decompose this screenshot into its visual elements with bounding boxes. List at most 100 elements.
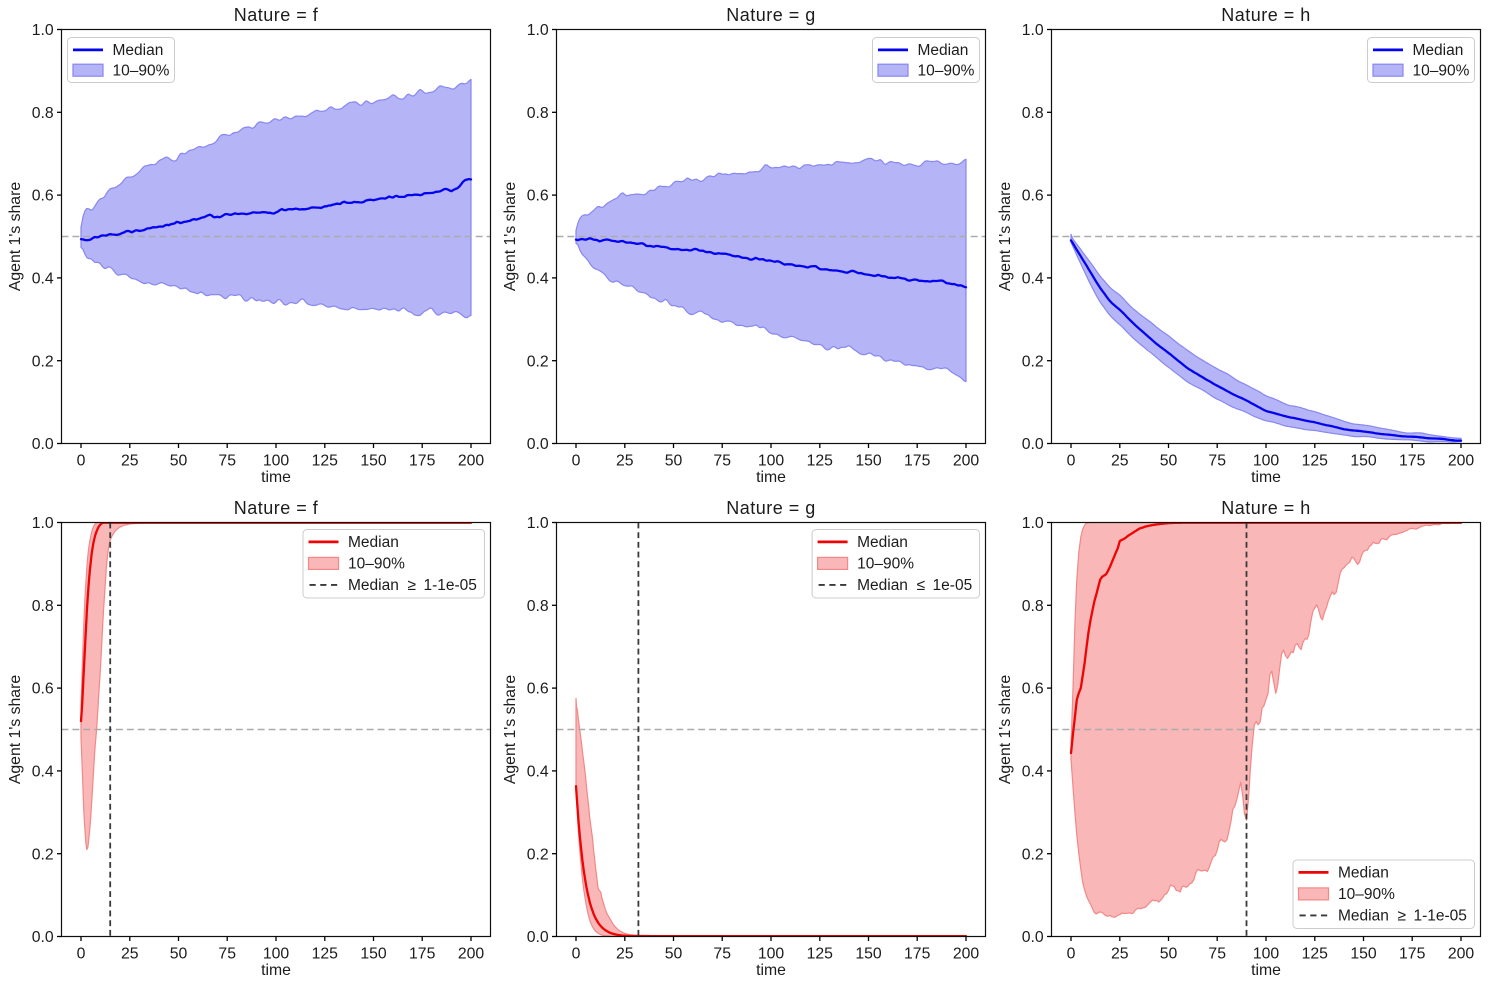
svg-text:25: 25 — [121, 945, 139, 962]
svg-text:0.6: 0.6 — [1022, 188, 1044, 205]
svg-text:Median: Median — [857, 534, 908, 551]
svg-text:200: 200 — [953, 945, 980, 962]
svg-text:125: 125 — [312, 452, 339, 469]
svg-text:0.6: 0.6 — [32, 681, 54, 698]
svg-text:0.8: 0.8 — [1022, 598, 1044, 615]
svg-text:0.8: 0.8 — [527, 105, 549, 122]
svg-text:175: 175 — [904, 452, 931, 469]
svg-text:150: 150 — [855, 945, 882, 962]
svg-text:50: 50 — [170, 945, 188, 962]
svg-text:0.2: 0.2 — [1022, 846, 1044, 863]
svg-text:75: 75 — [713, 452, 731, 469]
svg-text:Median: Median — [348, 534, 399, 551]
svg-text:200: 200 — [953, 452, 980, 469]
svg-text:125: 125 — [312, 945, 339, 962]
svg-text:75: 75 — [713, 945, 731, 962]
svg-text:0.6: 0.6 — [32, 188, 54, 205]
svg-text:50: 50 — [170, 452, 188, 469]
svg-text:time: time — [261, 962, 291, 979]
svg-text:200: 200 — [1448, 452, 1475, 469]
svg-text:0.6: 0.6 — [527, 188, 549, 205]
svg-text:200: 200 — [458, 452, 485, 469]
svg-text:175: 175 — [904, 945, 931, 962]
svg-text:0.4: 0.4 — [527, 271, 549, 288]
svg-text:75: 75 — [218, 945, 236, 962]
svg-text:time: time — [1251, 962, 1281, 979]
svg-text:10–90%: 10–90% — [1413, 62, 1470, 79]
svg-text:100: 100 — [263, 452, 290, 469]
svg-text:0.2: 0.2 — [1022, 353, 1044, 370]
svg-text:25: 25 — [616, 452, 634, 469]
svg-text:0.8: 0.8 — [1022, 105, 1044, 122]
svg-text:0.0: 0.0 — [1022, 929, 1044, 946]
svg-text:0.0: 0.0 — [527, 436, 549, 453]
svg-text:175: 175 — [409, 945, 436, 962]
svg-text:50: 50 — [1160, 452, 1178, 469]
svg-text:Nature = f: Nature = f — [234, 498, 319, 518]
svg-text:25: 25 — [1111, 945, 1129, 962]
svg-text:0.6: 0.6 — [527, 681, 549, 698]
svg-text:time: time — [1251, 469, 1281, 486]
svg-text:25: 25 — [1111, 452, 1129, 469]
svg-text:0.8: 0.8 — [32, 105, 54, 122]
svg-text:0: 0 — [1067, 945, 1076, 962]
svg-text:Nature = f: Nature = f — [234, 5, 319, 25]
svg-text:0.4: 0.4 — [1022, 764, 1044, 781]
svg-text:0.2: 0.2 — [32, 846, 54, 863]
svg-text:0.4: 0.4 — [32, 271, 54, 288]
svg-text:10–90%: 10–90% — [857, 556, 914, 573]
svg-text:0.8: 0.8 — [527, 598, 549, 615]
svg-text:0: 0 — [1067, 452, 1076, 469]
svg-text:50: 50 — [665, 945, 683, 962]
svg-text:0: 0 — [77, 452, 86, 469]
svg-text:0.0: 0.0 — [527, 929, 549, 946]
svg-text:Nature = h: Nature = h — [1221, 498, 1311, 518]
svg-text:Nature = g: Nature = g — [726, 5, 816, 25]
svg-text:100: 100 — [1253, 452, 1280, 469]
svg-text:175: 175 — [1399, 945, 1426, 962]
svg-text:10–90%: 10–90% — [113, 62, 170, 79]
svg-text:1.0: 1.0 — [527, 515, 549, 532]
svg-text:1.0: 1.0 — [1022, 515, 1044, 532]
svg-text:175: 175 — [409, 452, 436, 469]
svg-text:0.6: 0.6 — [1022, 681, 1044, 698]
svg-text:0.2: 0.2 — [527, 353, 549, 370]
svg-text:Median: Median — [1338, 865, 1389, 882]
svg-text:Agent 1's share: Agent 1's share — [7, 182, 24, 291]
svg-text:0: 0 — [572, 945, 581, 962]
svg-text:100: 100 — [758, 945, 785, 962]
svg-text:25: 25 — [616, 945, 634, 962]
svg-text:time: time — [261, 469, 291, 486]
svg-text:75: 75 — [1208, 452, 1226, 469]
svg-text:Median ≥ 1-1e-05: Median ≥ 1-1e-05 — [348, 577, 477, 594]
svg-text:0.4: 0.4 — [1022, 271, 1044, 288]
svg-text:125: 125 — [807, 452, 834, 469]
svg-text:time: time — [756, 469, 786, 486]
svg-text:0.4: 0.4 — [32, 764, 54, 781]
svg-text:100: 100 — [263, 945, 290, 962]
svg-text:0.2: 0.2 — [32, 353, 54, 370]
svg-text:125: 125 — [807, 945, 834, 962]
svg-text:Agent 1's share: Agent 1's share — [502, 182, 519, 291]
svg-text:Agent 1's share: Agent 1's share — [997, 182, 1014, 291]
svg-text:Median ≤ 1e-05: Median ≤ 1e-05 — [857, 577, 972, 594]
svg-text:0: 0 — [572, 452, 581, 469]
svg-text:150: 150 — [1350, 452, 1377, 469]
svg-text:Median ≥ 1-1e-05: Median ≥ 1-1e-05 — [1338, 908, 1467, 925]
svg-text:150: 150 — [360, 452, 387, 469]
svg-text:10–90%: 10–90% — [918, 62, 975, 79]
svg-text:Median: Median — [918, 42, 969, 59]
svg-text:Nature = g: Nature = g — [726, 498, 816, 518]
svg-text:1.0: 1.0 — [527, 22, 549, 39]
svg-text:Median: Median — [1413, 42, 1464, 59]
svg-text:10–90%: 10–90% — [1338, 886, 1395, 903]
svg-text:Agent 1's share: Agent 1's share — [502, 675, 519, 784]
svg-text:0.8: 0.8 — [32, 598, 54, 615]
svg-text:125: 125 — [1302, 945, 1329, 962]
svg-text:150: 150 — [360, 945, 387, 962]
svg-text:0.0: 0.0 — [32, 436, 54, 453]
svg-text:0.4: 0.4 — [527, 764, 549, 781]
svg-text:0.0: 0.0 — [32, 929, 54, 946]
svg-text:1.0: 1.0 — [32, 22, 54, 39]
svg-text:25: 25 — [121, 452, 139, 469]
